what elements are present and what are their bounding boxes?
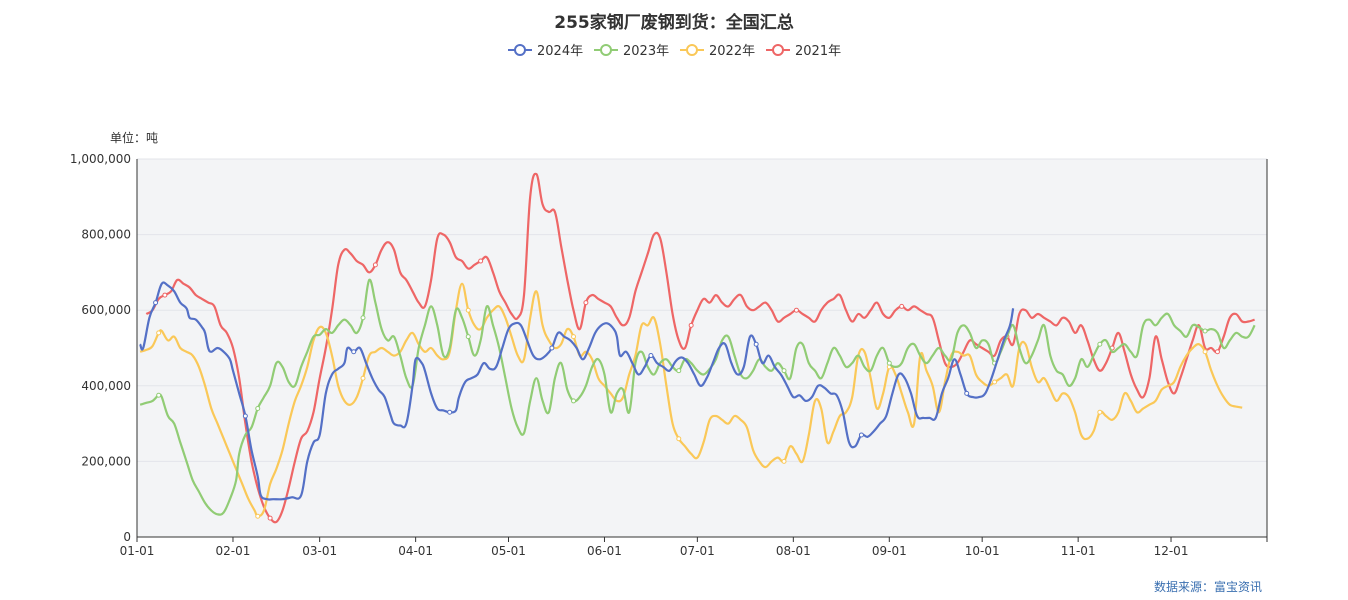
data-point[interactable]	[676, 368, 682, 374]
data-point[interactable]	[648, 353, 654, 359]
y-tick-label: 0	[123, 530, 131, 544]
legend-label: 2024年	[537, 44, 583, 59]
legend-label: 2021年	[795, 44, 841, 59]
legend-label: 2022年	[709, 44, 755, 59]
series-line[interactable]	[139, 282, 1243, 518]
data-point[interactable]	[153, 300, 159, 306]
data-point[interactable]	[447, 409, 453, 415]
axes: 0 200,000 400,000 600,000 800,000 1,000,000 01…	[70, 152, 1268, 558]
x-tick-label: 11-01	[1061, 544, 1096, 558]
data-point[interactable]	[886, 360, 892, 366]
x-tick-label: 06-01	[587, 544, 622, 558]
x-tick-label: 03-01	[302, 544, 337, 558]
data-point[interactable]	[465, 307, 471, 313]
y-tick-label: 400,000	[81, 379, 131, 393]
data-point[interactable]	[676, 436, 682, 442]
data-point[interactable]	[1097, 341, 1103, 347]
data-point[interactable]	[793, 307, 799, 313]
data-point[interactable]	[753, 341, 759, 347]
legend-label: 2023年	[623, 44, 669, 59]
data-point[interactable]	[899, 303, 905, 309]
data-point[interactable]	[992, 379, 998, 385]
data-point[interactable]	[156, 392, 162, 398]
data-point[interactable]	[1214, 349, 1220, 355]
chart-title: 255家钢厂废钢到货：全国汇总	[554, 12, 794, 33]
data-point[interactable]	[1202, 328, 1208, 334]
data-point[interactable]	[478, 258, 484, 264]
data-point[interactable]	[964, 390, 970, 396]
data-point[interactable]	[351, 349, 357, 355]
data-point[interactable]	[372, 262, 378, 268]
series-line[interactable]	[139, 281, 1015, 501]
legend-circle-icon	[772, 44, 784, 56]
data-source-label[interactable]: 数据来源：富宝资讯	[1154, 579, 1262, 594]
series-layer	[139, 172, 1256, 524]
series-line[interactable]	[145, 172, 1255, 524]
data-point[interactable]	[465, 334, 471, 340]
data-point[interactable]	[162, 292, 168, 298]
x-tick-label: 01-01	[120, 544, 155, 558]
legend-circle-icon	[514, 44, 526, 56]
data-point[interactable]	[255, 513, 261, 519]
data-point[interactable]	[360, 315, 366, 321]
y-tick-label: 200,000	[81, 454, 131, 468]
x-tick-label: 07-01	[680, 544, 715, 558]
data-point[interactable]	[1097, 409, 1103, 415]
y-tick-label: 1,000,000	[70, 152, 131, 166]
data-point[interactable]	[360, 375, 366, 381]
x-tick-label: 04-01	[398, 544, 433, 558]
data-point[interactable]	[571, 334, 577, 340]
legend-item[interactable]: 2023年	[594, 44, 669, 59]
legend-item[interactable]: 2022年	[680, 44, 755, 59]
data-point[interactable]	[1202, 349, 1208, 355]
series-2022年	[139, 282, 1243, 519]
grid-lines	[137, 158, 1267, 538]
y-tick-label: 800,000	[81, 228, 131, 242]
chart-legend[interactable]: 2024年 2023年 2022年 2021年	[508, 44, 841, 59]
y-axis-unit-label: 单位：吨	[110, 130, 158, 145]
x-tick-label: 12-01	[1154, 544, 1189, 558]
x-tick-label: 02-01	[216, 544, 251, 558]
x-tick-label: 09-01	[872, 544, 907, 558]
legend-circle-icon	[686, 44, 698, 56]
data-point[interactable]	[688, 322, 694, 328]
series-2023年	[139, 278, 1256, 516]
series-2024年	[139, 281, 1015, 501]
data-point[interactable]	[255, 405, 261, 411]
x-tick-label: 05-01	[491, 544, 526, 558]
data-point[interactable]	[267, 515, 273, 521]
data-point[interactable]	[549, 345, 555, 351]
series-line[interactable]	[139, 278, 1256, 516]
data-point[interactable]	[156, 330, 162, 336]
data-point[interactable]	[571, 398, 577, 404]
data-point[interactable]	[781, 458, 787, 464]
data-point[interactable]	[583, 300, 589, 306]
data-point[interactable]	[242, 413, 248, 419]
data-point[interactable]	[781, 368, 787, 374]
legend-item[interactable]: 2021年	[766, 44, 841, 59]
legend-item[interactable]: 2024年	[508, 44, 583, 59]
x-tick-label: 08-01	[776, 544, 811, 558]
legend-circle-icon	[600, 44, 612, 56]
data-point[interactable]	[858, 432, 864, 438]
y-tick-label: 600,000	[81, 303, 131, 317]
x-tick-label: 10-01	[965, 544, 1000, 558]
